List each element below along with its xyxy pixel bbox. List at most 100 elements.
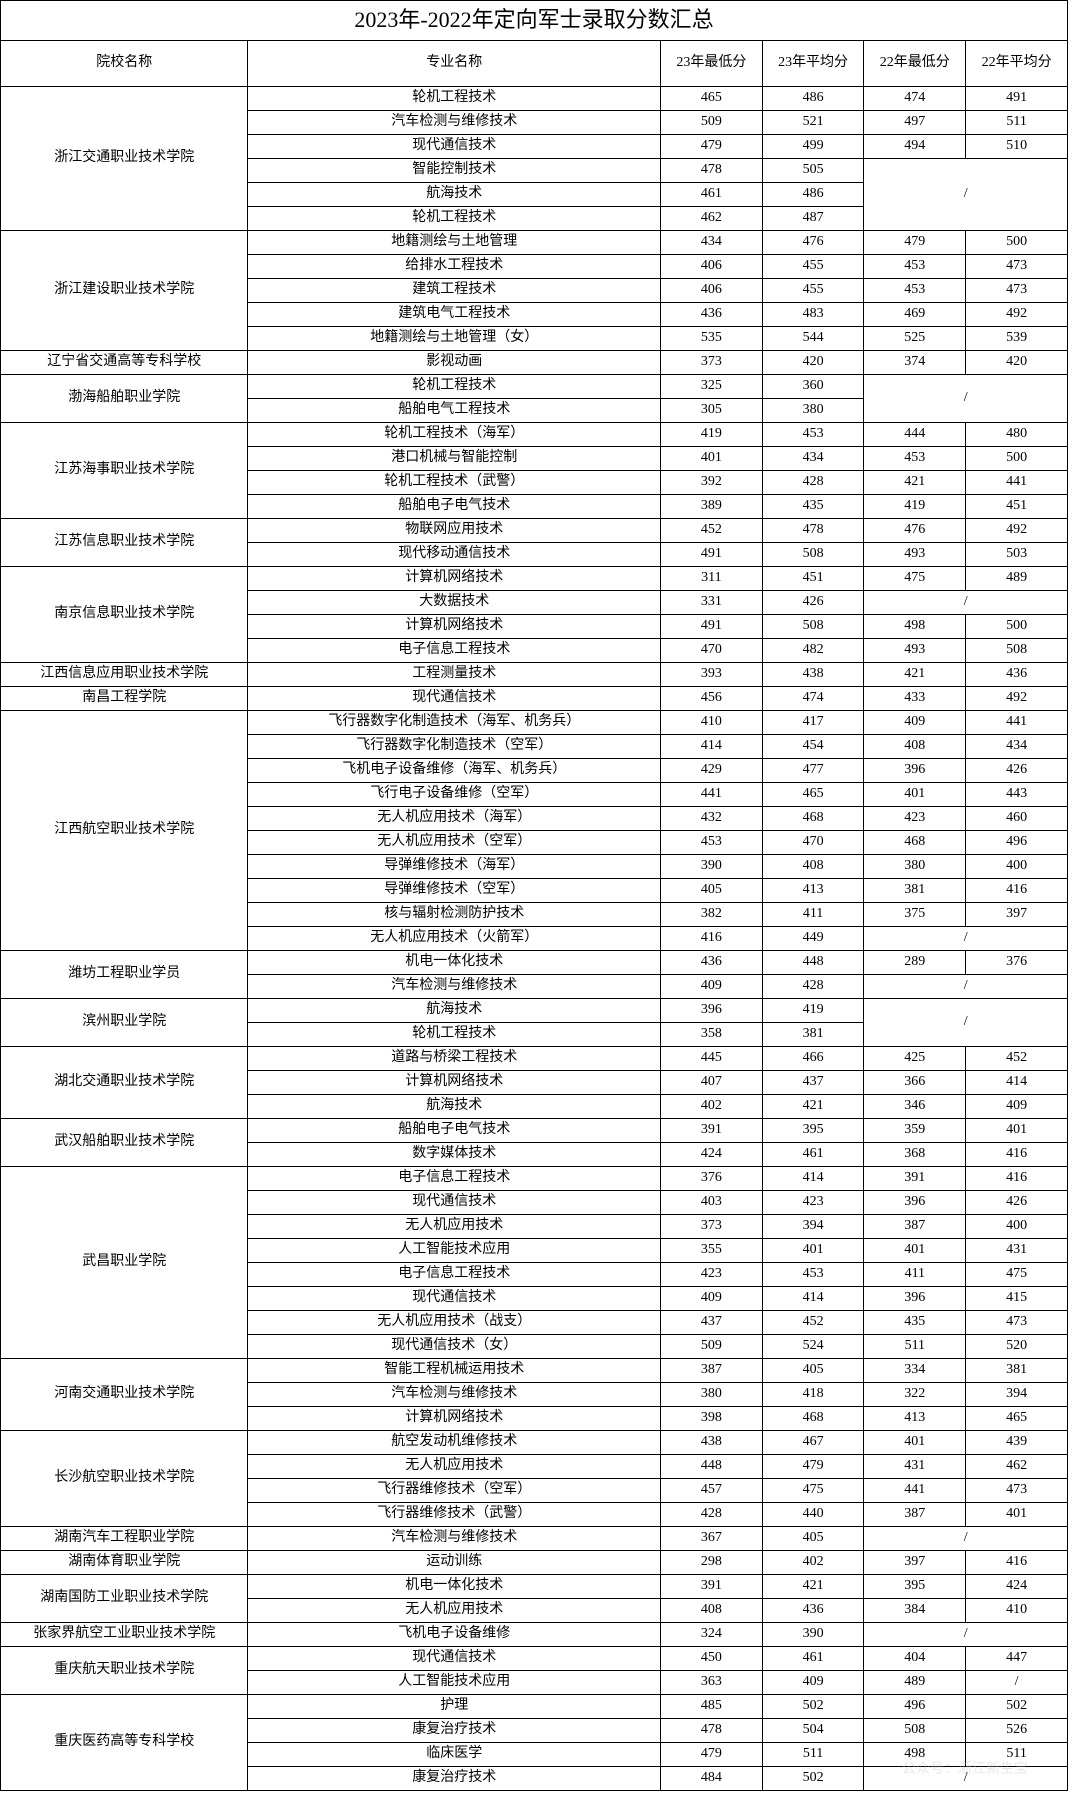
avg23-cell: 437 [762,1071,864,1095]
avg22-cell: 441 [966,471,1068,495]
min23-cell: 325 [660,375,762,399]
min23-cell: 448 [660,1455,762,1479]
major-cell: 人工智能技术应用 [248,1239,660,1263]
major-cell: 核与辐射检测防护技术 [248,903,660,927]
min23-cell: 393 [660,663,762,687]
table-row: 浙江交通职业技术学院轮机工程技术465486474491 [1,87,1068,111]
min23-cell: 452 [660,519,762,543]
major-cell: 运动训练 [248,1551,660,1575]
avg23-cell: 414 [762,1167,864,1191]
min22-cell: 453 [864,279,966,303]
avg23-cell: 451 [762,567,864,591]
min22-cell: 346 [864,1095,966,1119]
avg22-cell: 397 [966,903,1068,927]
major-cell: 汽车检测与维修技术 [248,1383,660,1407]
min22-cell: 366 [864,1071,966,1095]
slash-cell [864,927,1068,951]
min22-cell: 444 [864,423,966,447]
school-cell: 浙江建设职业技术学院 [1,231,248,351]
major-cell: 轮机工程技术 [248,207,660,231]
major-cell: 轮机工程技术（海军） [248,423,660,447]
avg22-cell: 431 [966,1239,1068,1263]
table-row: 张家界航空工业职业技术学院飞机电子设备维修324390 [1,1623,1068,1647]
avg23-cell: 455 [762,279,864,303]
avg23-cell: 438 [762,663,864,687]
school-cell: 湖南国防工业职业技术学院 [1,1575,248,1623]
avg23-cell: 466 [762,1047,864,1071]
major-cell: 轮机工程技术（武警） [248,471,660,495]
avg22-cell: 436 [966,663,1068,687]
major-cell: 汽车检测与维修技术 [248,975,660,999]
table-row: 湖北交通职业技术学院道路与桥梁工程技术445466425452 [1,1047,1068,1071]
min22-cell: 469 [864,303,966,327]
avg23-cell: 440 [762,1503,864,1527]
min23-cell: 396 [660,999,762,1023]
school-cell: 辽宁省交通高等专科学校 [1,351,248,375]
school-cell: 渤海船舶职业学院 [1,375,248,423]
min23-cell: 409 [660,975,762,999]
min23-cell: 398 [660,1407,762,1431]
major-cell: 飞行器维修技术（空军） [248,1479,660,1503]
avg22-cell: 426 [966,1191,1068,1215]
avg23-cell: 482 [762,639,864,663]
major-cell: 物联网应用技术 [248,519,660,543]
major-cell: 机电一体化技术 [248,1575,660,1599]
major-cell: 轮机工程技术 [248,1023,660,1047]
min23-cell: 478 [660,159,762,183]
school-cell: 南昌工程学院 [1,687,248,711]
min22-cell: 396 [864,1287,966,1311]
min23-cell: 445 [660,1047,762,1071]
major-cell: 港口机械与智能控制 [248,447,660,471]
min23-cell: 406 [660,279,762,303]
avg23-cell: 477 [762,759,864,783]
header-major: 专业名称 [248,41,660,87]
major-cell: 无人机应用技术 [248,1455,660,1479]
major-cell: 导弹维修技术（海军） [248,855,660,879]
min23-cell: 410 [660,711,762,735]
avg23-cell: 502 [762,1695,864,1719]
min23-cell: 358 [660,1023,762,1047]
min23-cell: 441 [660,783,762,807]
avg23-cell: 436 [762,1599,864,1623]
avg23-cell: 421 [762,1095,864,1119]
avg23-cell: 434 [762,447,864,471]
major-cell: 航空发动机维修技术 [248,1431,660,1455]
avg22-cell: 539 [966,327,1068,351]
avg22-cell: 511 [966,111,1068,135]
header-min22: 22年最低分 [864,41,966,87]
min22-cell: 322 [864,1383,966,1407]
min23-cell: 485 [660,1695,762,1719]
major-cell: 计算机网络技术 [248,567,660,591]
table-row: 潍坊工程职业学员机电一体化技术436448289376 [1,951,1068,975]
avg22-cell: 492 [966,687,1068,711]
avg22-cell: 381 [966,1359,1068,1383]
avg22-cell: 416 [966,1167,1068,1191]
avg22-cell: 447 [966,1647,1068,1671]
min23-cell: 405 [660,879,762,903]
avg23-cell: 426 [762,591,864,615]
avg23-cell: 435 [762,495,864,519]
avg22-cell: 473 [966,1311,1068,1335]
min23-cell: 367 [660,1527,762,1551]
min22-cell: 494 [864,135,966,159]
avg23-cell: 420 [762,351,864,375]
avg22-cell: 443 [966,783,1068,807]
header-min23: 23年最低分 [660,41,762,87]
major-cell: 建筑工程技术 [248,279,660,303]
avg22-cell: 439 [966,1431,1068,1455]
table-row: 江苏海事职业技术学院轮机工程技术（海军）419453444480 [1,423,1068,447]
min22-cell: 511 [864,1335,966,1359]
slash-cell [864,1527,1068,1551]
score-table: 2023年-2022年定向军士录取分数汇总院校名称专业名称23年最低分23年平均… [0,0,1068,1791]
table-row: 江西信息应用职业技术学院工程测量技术393438421436 [1,663,1068,687]
avg23-cell: 544 [762,327,864,351]
major-cell: 航海技术 [248,999,660,1023]
major-cell: 无人机应用技术（空军） [248,831,660,855]
avg23-cell: 405 [762,1359,864,1383]
school-cell: 江西航空职业技术学院 [1,711,248,951]
header-avg22: 22年平均分 [966,41,1068,87]
avg22-cell: 475 [966,1263,1068,1287]
avg23-cell: 394 [762,1215,864,1239]
major-cell: 现代通信技术 [248,1647,660,1671]
avg22-cell: 451 [966,495,1068,519]
